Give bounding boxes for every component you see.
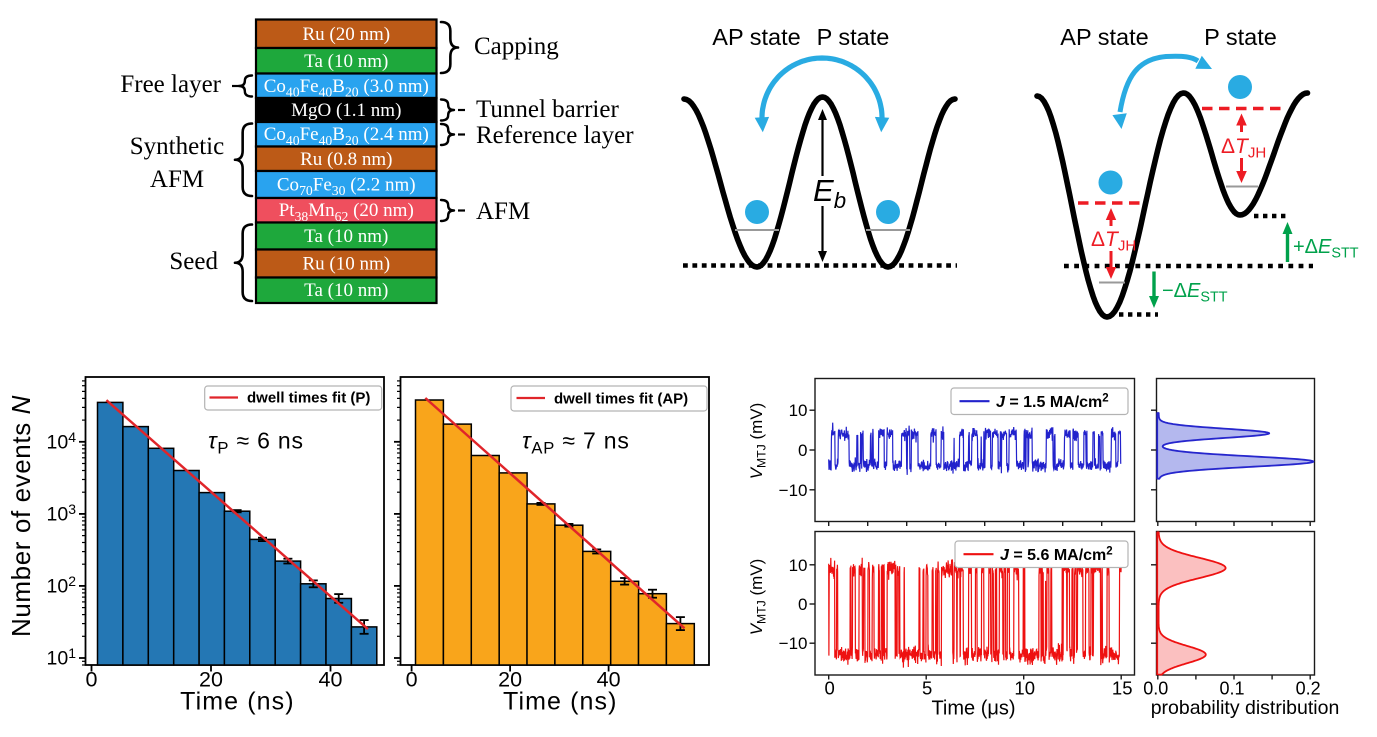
svg-text:104​: 104​ — [47, 429, 77, 453]
svg-text:103​: 103​ — [47, 501, 77, 525]
svg-text:0: 0 — [798, 595, 807, 614]
svg-text:Co40​Fe40​B20​ (3.0 nm): Co40​Fe40​B20​ (3.0 nm) — [264, 76, 429, 100]
svg-text:0.2: 0.2 — [1296, 679, 1321, 699]
svg-text:40: 40 — [597, 668, 621, 692]
svg-text:AFM: AFM — [476, 198, 530, 225]
svg-text:0.0: 0.0 — [1143, 679, 1168, 699]
svg-text:+ΔESTT​: +ΔESTT​ — [1293, 236, 1359, 261]
svg-text:τP​ ≈ 6 ns: τP​ ≈ 6 ns — [208, 428, 304, 458]
svg-text:Synthetic: Synthetic — [130, 133, 224, 160]
svg-text:0: 0 — [798, 441, 807, 460]
svg-text:Eb​: Eb​ — [813, 173, 846, 213]
svg-text:Co70​Fe30​ (2.2 nm): Co70​Fe30​ (2.2 nm) — [277, 175, 416, 199]
svg-text:20: 20 — [498, 668, 522, 692]
svg-text:J = 5.6 MA/cm2​: J = 5.6 MA/cm2​ — [1000, 546, 1113, 564]
svg-text:Tunnel barrier: Tunnel barrier — [476, 96, 619, 123]
svg-text:probability distribution: probability distribution — [1151, 697, 1340, 719]
svg-text:Co40​Fe40​B20​ (2.4 nm): Co40​Fe40​B20​ (2.4 nm) — [264, 124, 429, 148]
svg-text:Ru (10 nm): Ru (10 nm) — [302, 254, 390, 275]
svg-text:AP state: AP state — [1060, 24, 1148, 50]
svg-text:ΔTJH​: ΔTJH​ — [1221, 135, 1266, 162]
svg-text:10: 10 — [789, 401, 808, 420]
svg-text:Seed: Seed — [169, 248, 218, 275]
svg-text:−10: −10 — [779, 481, 808, 500]
svg-text:0: 0 — [86, 668, 98, 692]
svg-text:10: 10 — [1014, 678, 1035, 699]
svg-text:dwell times fit (P): dwell times fit (P) — [247, 390, 370, 407]
svg-text:Time (μs): Time (μs) — [931, 698, 1015, 720]
svg-text:Pt38​Mn62​ (20 nm): Pt38​Mn62​ (20 nm) — [279, 200, 414, 224]
svg-text:20: 20 — [199, 668, 223, 692]
svg-text:Time (ns): Time (ns) — [180, 688, 295, 716]
svg-text:−ΔESTT​: −ΔESTT​ — [1162, 280, 1228, 305]
svg-text:P state: P state — [1204, 24, 1277, 50]
svg-text:−10: −10 — [779, 634, 808, 653]
svg-text:5: 5 — [922, 678, 932, 699]
svg-text:Ta (10 nm): Ta (10 nm) — [304, 51, 388, 72]
svg-text:Ta (10 nm): Ta (10 nm) — [304, 226, 388, 247]
svg-text:AFM: AFM — [150, 166, 204, 193]
svg-text:15: 15 — [1112, 678, 1133, 699]
svg-text:J = 1.5 MA/cm2​: J = 1.5 MA/cm2​ — [996, 393, 1109, 411]
svg-text:Ru (20 nm): Ru (20 nm) — [302, 24, 390, 45]
svg-text:Free layer: Free layer — [120, 71, 221, 98]
svg-text:dwell times fit (AP): dwell times fit (AP) — [554, 391, 688, 408]
svg-text:Number of events N: Number of events N — [6, 395, 36, 637]
svg-text:0: 0 — [406, 668, 418, 692]
svg-text:P state: P state — [817, 24, 890, 50]
svg-text:AP state: AP state — [712, 24, 800, 50]
svg-text:MgO (1.1 nm): MgO (1.1 nm) — [291, 100, 401, 121]
svg-text:0.1: 0.1 — [1219, 679, 1244, 699]
svg-text:VMTJ​ (mV): VMTJ​ (mV) — [747, 559, 769, 636]
svg-text:40: 40 — [319, 668, 343, 692]
svg-text:VMTJ​ (mV): VMTJ​ (mV) — [747, 403, 769, 480]
svg-text:Capping: Capping — [474, 33, 559, 60]
svg-text:Ru (0.8 nm): Ru (0.8 nm) — [300, 149, 392, 170]
svg-text:10: 10 — [789, 556, 808, 575]
svg-text:ΔTJH​: ΔTJH​ — [1091, 228, 1136, 255]
svg-text:102​: 102​ — [47, 573, 77, 597]
svg-text:101​: 101​ — [47, 645, 77, 669]
svg-text:Ta (10 nm): Ta (10 nm) — [304, 280, 388, 301]
svg-text:0: 0 — [825, 678, 835, 699]
svg-text:τAP​ ≈ 7 ns: τAP​ ≈ 7 ns — [522, 428, 630, 458]
svg-text:Time (ns): Time (ns) — [503, 688, 618, 716]
svg-text:Reference layer: Reference layer — [476, 122, 634, 149]
